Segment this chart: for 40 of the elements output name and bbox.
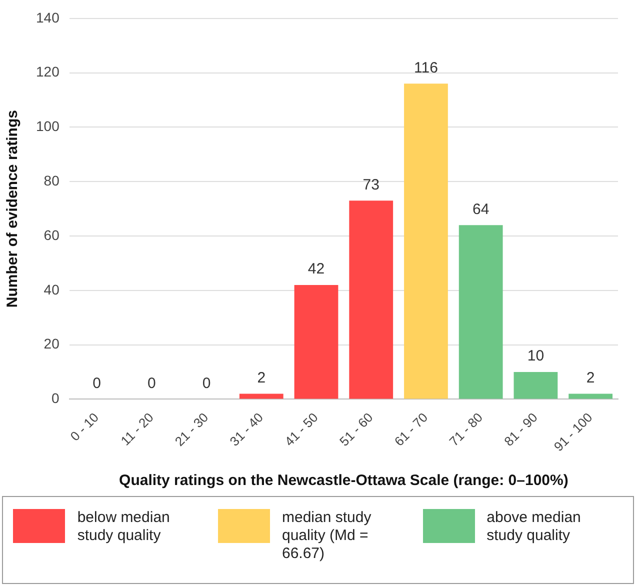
bar	[514, 372, 558, 399]
x-tick-label: 11 - 20	[118, 410, 156, 448]
x-tick-label: 91 - 100	[550, 410, 596, 454]
data-label: 116	[414, 59, 438, 76]
bar	[349, 200, 394, 399]
x-tick-label: 81 - 90	[501, 410, 540, 450]
y-tick-label: 140	[36, 9, 60, 26]
x-tick-label: 21 - 30	[172, 410, 212, 450]
bar	[239, 394, 284, 399]
y-tick-label: 100	[36, 118, 60, 134]
y-tick-label: 0	[52, 390, 60, 406]
y-tick-label: 120	[36, 64, 60, 80]
y-tick-label: 60	[44, 226, 60, 243]
data-label: 0	[92, 374, 101, 392]
x-tick-label: 0 - 10	[67, 410, 102, 444]
bar	[294, 284, 338, 399]
y-tick-label: 80	[44, 172, 60, 188]
x-tick-label: 41 - 50	[282, 410, 321, 450]
x-tick-label: 61 - 70	[391, 410, 431, 450]
data-label: 0	[147, 374, 156, 392]
bar	[568, 394, 613, 399]
data-label: 0	[202, 374, 211, 392]
data-label: 10	[527, 348, 544, 365]
bar	[404, 84, 448, 399]
data-label: 42	[308, 260, 325, 278]
x-tick-label: 71 - 80	[446, 410, 486, 450]
data-label: 2	[586, 369, 595, 386]
legend-label: above median study quality	[486, 509, 582, 545]
bar	[458, 225, 503, 399]
data-label: 73	[362, 176, 380, 194]
y-axis-title: Number of evidence ratings	[4, 110, 22, 308]
legend-label: median study quality (Md = 66.67)	[282, 509, 372, 563]
x-axis-title: Quality ratings on the Newcastle-Ottawa Scale (range: 0–100%)	[119, 472, 568, 490]
y-tick-label: 20	[44, 336, 60, 352]
x-tick-label: 51 - 60	[336, 410, 376, 450]
legend-label: below median study quality	[77, 509, 171, 545]
x-tick-label: 31 - 40	[226, 410, 266, 450]
data-label: 64	[472, 200, 490, 218]
data-label: 2	[257, 369, 266, 386]
y-tick-label: 40	[44, 281, 60, 298]
